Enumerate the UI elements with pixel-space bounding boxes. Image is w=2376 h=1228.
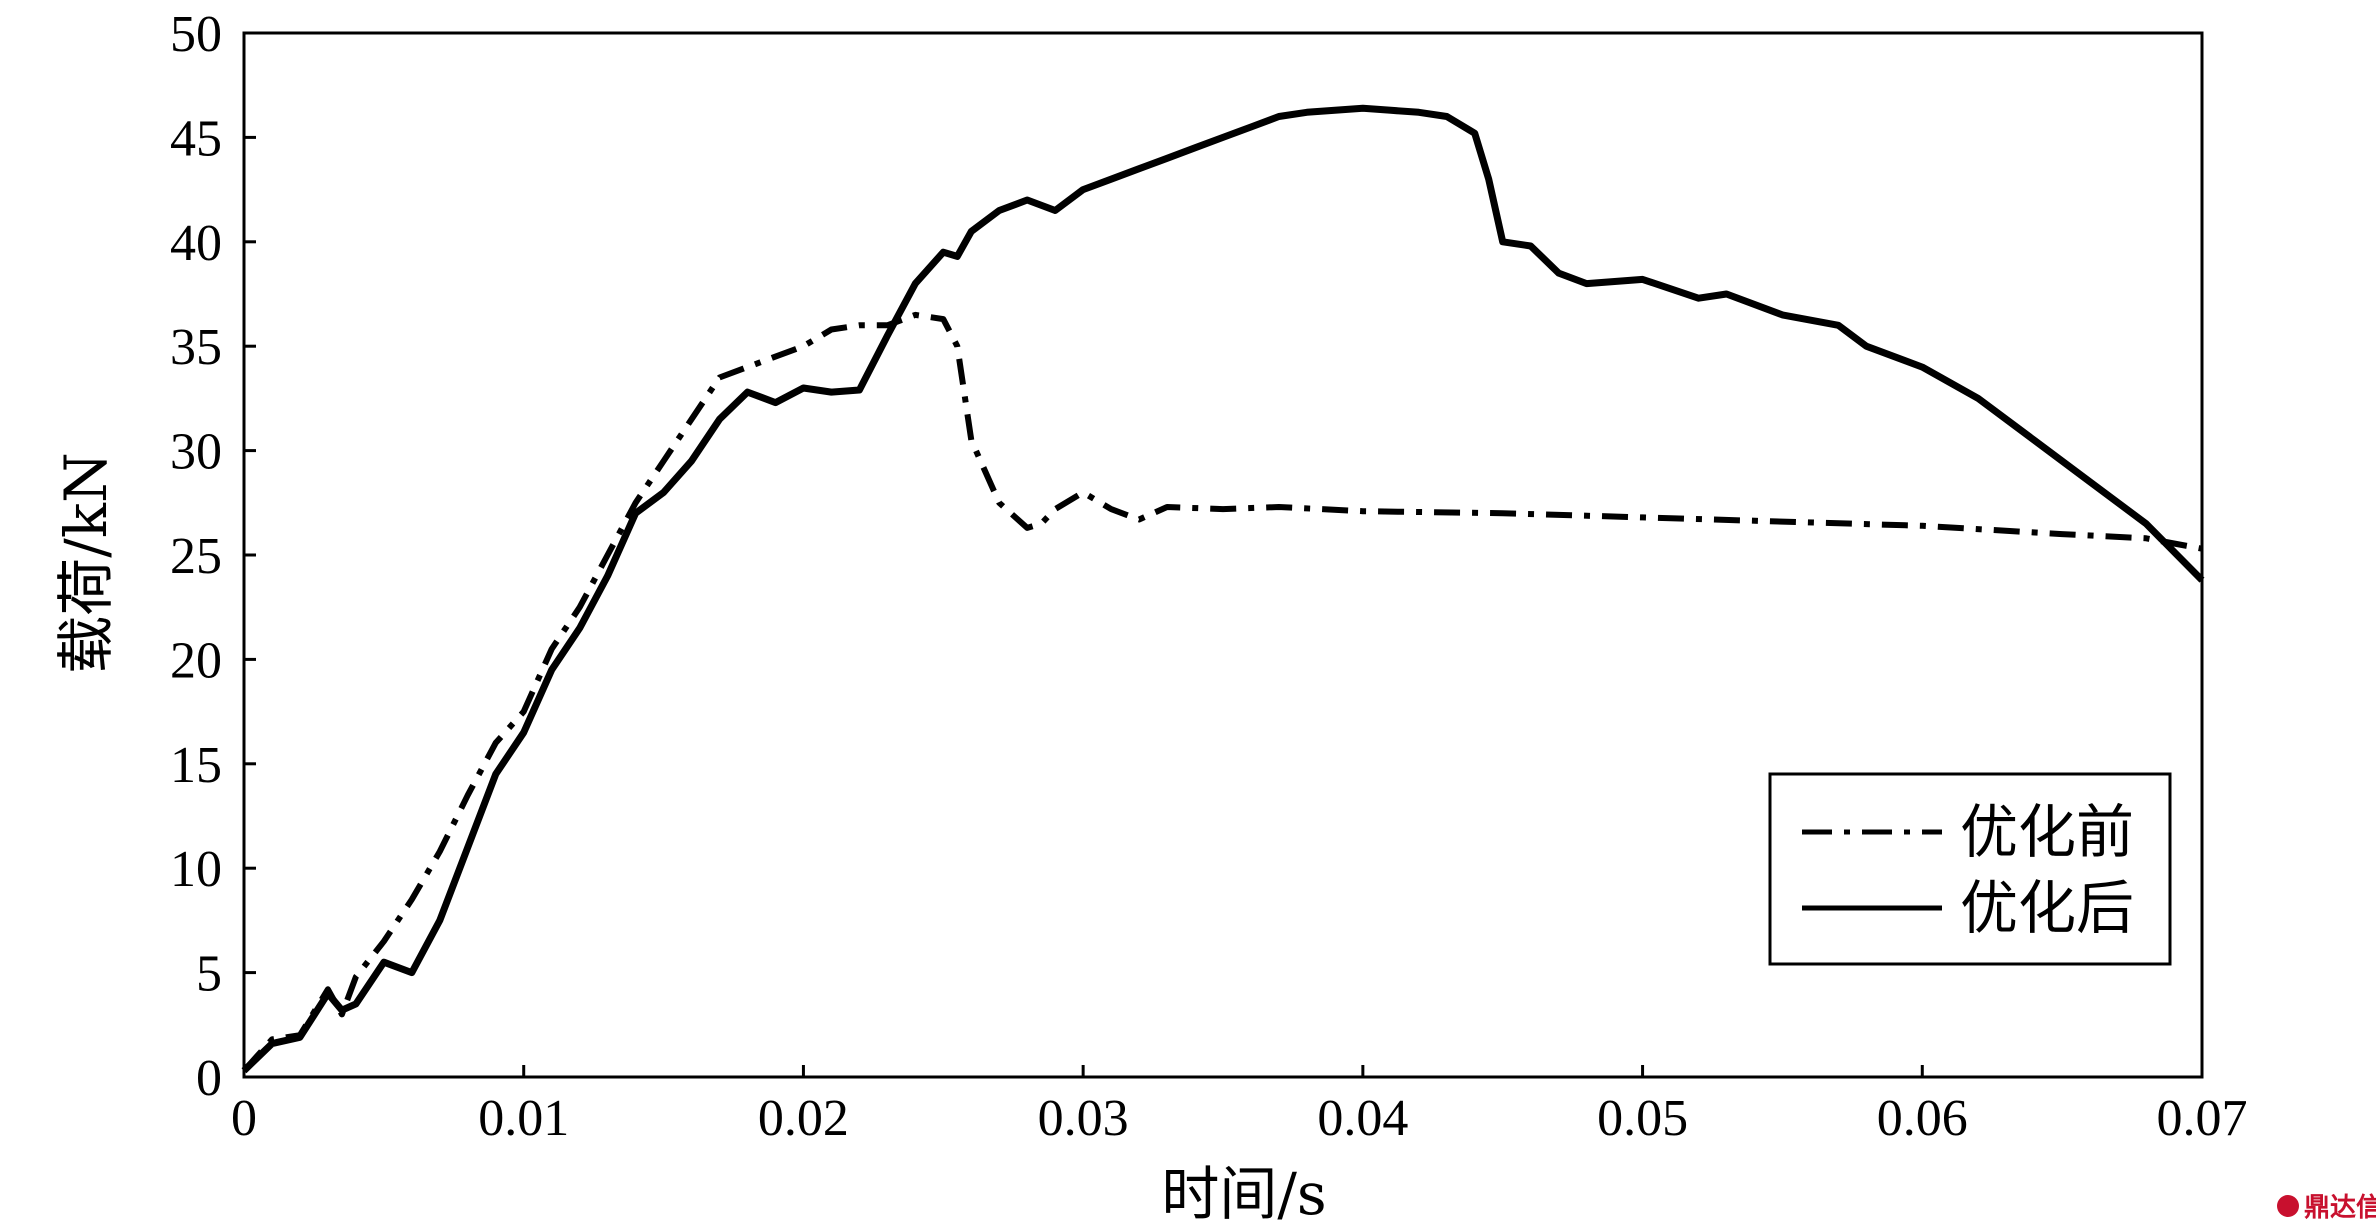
legend-label-before: 优化前 — [1960, 798, 2134, 866]
watermark-text: 鼎达信 — [2304, 1193, 2376, 1223]
legend-label-after: 优化后 — [1960, 874, 2134, 942]
ticks-layer — [242, 31, 2204, 1079]
y-tick-label: 25 — [170, 528, 222, 585]
y-tick-label: 45 — [170, 110, 222, 167]
y-tick-label: 30 — [170, 424, 222, 481]
y-tick-label: 15 — [170, 737, 222, 794]
x-tick-label: 0.02 — [758, 1090, 849, 1147]
y-tick-label: 40 — [170, 215, 222, 272]
y-axis-label: 载荷/kN — [52, 452, 120, 673]
x-tick-label: 0.05 — [1597, 1090, 1688, 1147]
x-axis-label: 时间/s — [1161, 1160, 1326, 1228]
y-tick-label: 10 — [170, 841, 222, 898]
y-tick-label: 20 — [170, 632, 222, 689]
watermark: 鼎达信 — [2277, 1193, 2376, 1223]
x-tick-label: 0.04 — [1317, 1090, 1408, 1147]
y-tick-label: 35 — [170, 319, 222, 376]
y-tick-label: 0 — [196, 1050, 222, 1107]
y-tick-label: 5 — [196, 946, 222, 1003]
y-tick-label: 50 — [170, 6, 222, 63]
series-line-before — [241, 311, 2203, 1073]
series-line-after — [241, 104, 2205, 1074]
x-tick-label: 0.01 — [478, 1090, 569, 1147]
x-tick-label: 0.03 — [1038, 1090, 1129, 1147]
tick-labels-layer: 0 0.01 0.02 0.03 0.04 0.05 0.06 0.07 0 5 10 15 20 25 3… — [170, 6, 2248, 1147]
x-tick-label: 0 — [231, 1090, 257, 1147]
x-tick-label: 0.07 — [2157, 1090, 2248, 1147]
legend: 优化前 优化后 — [1768, 772, 2172, 966]
series-layer — [241, 104, 2205, 1074]
legend-box — [1768, 772, 2172, 966]
cqvip-logo-icon — [2277, 1195, 2299, 1217]
x-tick-label: 0.06 — [1877, 1090, 1968, 1147]
